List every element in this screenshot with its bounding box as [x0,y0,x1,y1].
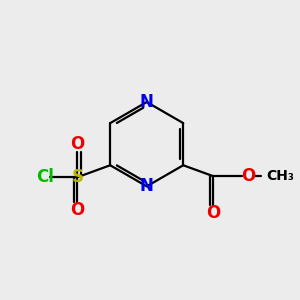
Text: O: O [70,201,85,219]
Text: CH₃: CH₃ [266,169,294,183]
Text: Cl: Cl [36,168,53,186]
Text: O: O [206,204,220,222]
Text: N: N [140,177,154,195]
Text: N: N [140,93,154,111]
Text: O: O [242,167,256,185]
Text: O: O [70,135,85,153]
Text: S: S [71,168,83,186]
